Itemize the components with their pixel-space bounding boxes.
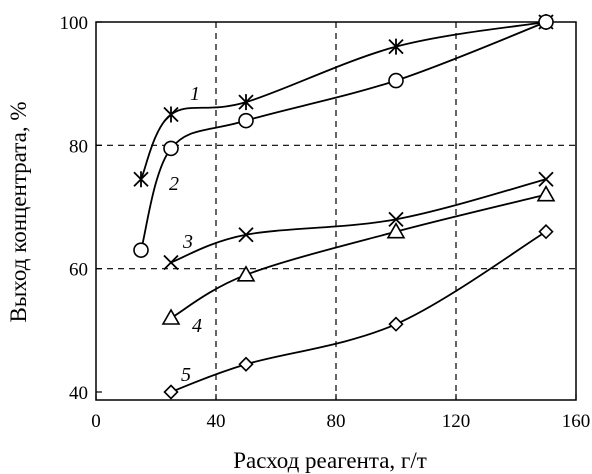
x-tick-label: 0 (91, 411, 101, 432)
data-point-asterisk (164, 107, 178, 123)
data-point-circle (164, 141, 178, 155)
series-line (171, 179, 546, 262)
series-layer (134, 14, 554, 399)
y-tick-label: 80 (69, 136, 88, 157)
data-point-diamond (165, 386, 178, 399)
series-3 (164, 172, 553, 269)
x-tick-label: 40 (207, 411, 226, 432)
series-number-label: 4 (192, 315, 202, 337)
x-tick-label: 80 (327, 411, 346, 432)
data-point-asterisk (389, 39, 403, 55)
y-axis-label: Выход концентрата, % (6, 102, 31, 323)
data-point-x (164, 256, 178, 270)
data-point-asterisk (239, 94, 253, 110)
series-line (141, 22, 546, 179)
data-point-diamond (540, 225, 553, 238)
x-axis-label: Расход реагента, г/т (233, 448, 427, 473)
series-4 (163, 187, 554, 324)
series-5 (165, 225, 553, 398)
data-point-circle (539, 15, 553, 29)
y-tick-label: 40 (69, 383, 88, 404)
data-point-diamond (240, 358, 253, 371)
data-point-diamond (390, 318, 403, 331)
x-tick-label: 160 (562, 411, 591, 432)
y-tick-label: 60 (69, 260, 88, 281)
data-point-x (539, 172, 553, 186)
labels-layer: 1 2 3 4 5 (169, 83, 202, 386)
series-line (171, 195, 546, 318)
series-2 (134, 15, 553, 257)
series-number-label: 3 (182, 231, 193, 253)
series-number-label: 5 (181, 364, 191, 386)
data-point-circle (389, 74, 403, 88)
series-line (141, 22, 546, 250)
data-point-asterisk (134, 171, 148, 187)
series-line (171, 232, 546, 392)
data-point-circle (239, 114, 253, 128)
data-point-circle (134, 243, 148, 257)
data-point-triangle (163, 310, 179, 324)
x-tick-label: 120 (442, 411, 471, 432)
series-number-label: 2 (169, 173, 179, 195)
data-point-triangle (538, 187, 554, 201)
series-number-label: 1 (190, 83, 200, 105)
y-tick-label: 100 (60, 13, 89, 34)
